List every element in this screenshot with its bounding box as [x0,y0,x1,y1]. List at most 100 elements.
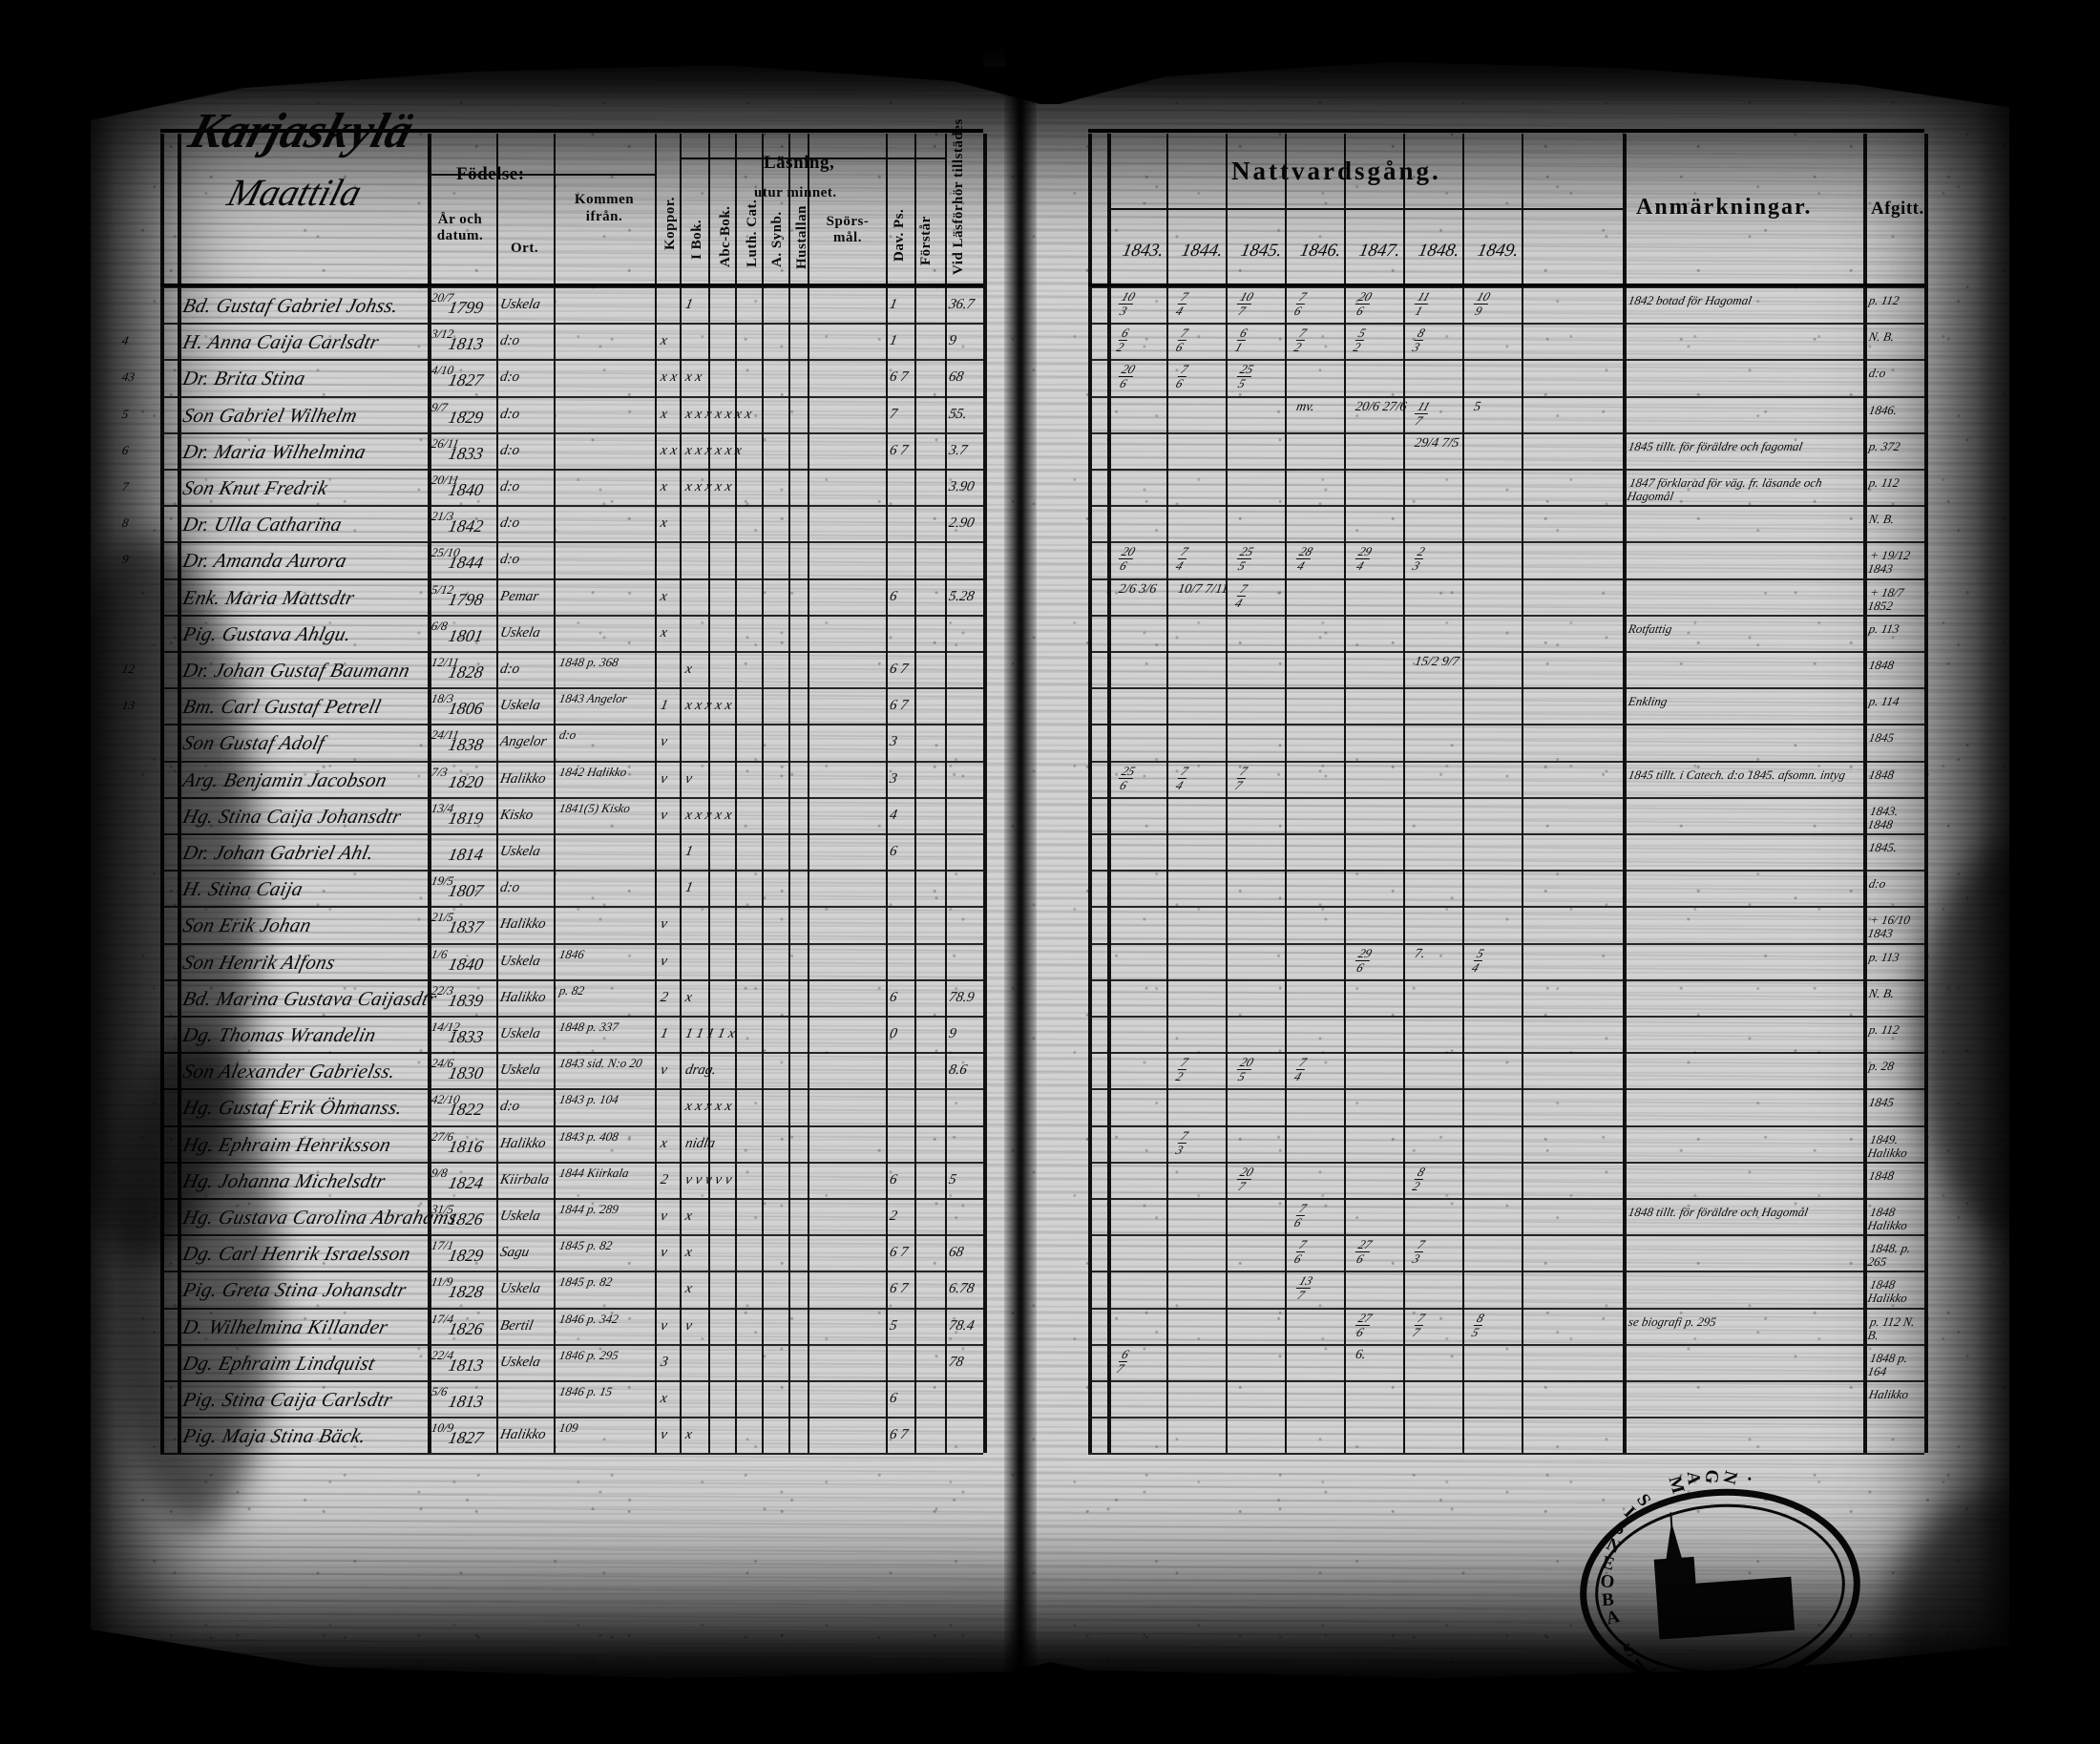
column-rule [914,134,916,1454]
row-rule [160,978,983,981]
row-birth-place: d:o [498,880,521,896]
header-bottom-rule [160,284,983,287]
row-birth-year: 1807 [447,881,486,901]
communion-year-header: 1844. [1180,241,1225,261]
row-birth-place: d:o [498,369,521,386]
header-dav-ps: Dav. Ps. [892,208,907,262]
communion-subrule [1107,208,1623,210]
column-rule [1924,134,1928,1454]
row-birth-place: Halikko [498,1135,548,1151]
column-rule [496,134,498,1454]
row-rule [160,942,983,945]
row-birth-place: Uskela [498,1062,542,1079]
row-birth-place: Bertil [498,1317,535,1334]
row-rule [1088,870,1924,872]
row-rule [1088,796,1924,799]
column-rule [428,134,431,1454]
header-vid-lasforhor: Vid Läsförhör tillstädes [951,118,966,275]
row-birth-place: Kisko [498,807,535,823]
row-tillstades: 6.78 [947,1281,976,1297]
column-rule [788,134,790,1454]
row-rule [160,541,983,544]
header-i-bok: I Bok. [689,219,704,260]
row-came-from: 1841(5) Kisko [557,800,632,815]
row-birth-day: 7/3 [430,764,450,779]
row-birth-year: 1840 [447,480,486,499]
row-rule [160,1417,983,1419]
row-birth-year: 1813 [447,1355,486,1375]
row-rule [160,906,983,909]
row-came-from: 1845 p. 82 [557,1274,614,1290]
row-birth-year: 1837 [447,917,486,937]
header-top-rule [160,129,983,133]
column-rule [983,134,987,1454]
row-rule [1088,578,1924,580]
row-birth-day: 1/6 [430,946,450,961]
row-departed: d:o [1867,366,1887,381]
right-header-top-rule [1088,129,1924,133]
row-departed: p. 372 [1867,438,1901,453]
row-birth-place: d:o [498,333,521,349]
row-birth-year: 1819 [447,808,486,828]
row-birth-day: 5/6 [430,1384,450,1398]
row-rule [1088,942,1924,945]
row-tillstades: 55. [947,406,969,422]
row-departed: 1848 [1867,1167,1896,1183]
row-rule [1088,395,1924,398]
row-rule [1088,1271,1924,1273]
row-birth-place: Uskela [498,624,542,641]
row-forstar: 6 7 [888,662,910,677]
row-birth-year: 1829 [447,1246,486,1266]
row-came-from: 1844 p. 289 [557,1202,620,1216]
row-came-from: 1844 Kiirkala [557,1165,630,1180]
farm-title: Maattila [222,171,368,214]
row-remarks: se biografi p. 295 [1627,1313,1718,1329]
header-communion-group: Nattvardsgång. [1231,157,1441,185]
row-forstar: 6 7 [888,1427,910,1443]
row-birth-place: Angelor [498,734,548,750]
row-birth-year: 1824 [447,1172,486,1192]
row-departed: + 19/12 1843 [1866,548,1912,577]
row-smallpox: x x [659,442,679,458]
row-reading-marks: x x x x x [683,479,733,494]
communion-year-header: 1847. [1357,241,1402,261]
row-departed: p. 28 [1867,1059,1896,1074]
row-rule [160,578,983,580]
row-birth-year: 1844 [447,553,486,573]
row-birth-year: 1813 [447,334,486,354]
row-rule [160,1307,983,1310]
column-rule [1226,134,1228,1454]
column-rule [1088,134,1092,1454]
row-reading-marks: 1 1 1 1 x [683,1026,737,1041]
row-rule [1088,1052,1924,1055]
row-birth-year: 1838 [447,735,486,755]
row-rule [160,1016,983,1018]
book-gutter [1004,0,1037,1744]
column-rule [554,134,556,1454]
row-rule [1088,724,1924,726]
row-departed: 1848. p. 265 [1866,1241,1912,1269]
row-rule [160,286,983,288]
row-rule [1088,469,1924,471]
row-rule [1088,1234,1924,1237]
row-forstar: 6 7 [888,1245,910,1261]
header-sporsmal: Spörs- mål. [826,214,870,246]
row-came-from: 1842 Halikko [557,764,628,779]
row-rule [1088,1453,1924,1456]
row-rule [1088,431,1924,434]
row-birth-day: 9/8 [430,1165,450,1180]
row-tillstades: 5.28 [947,588,976,604]
row-departed: 1848 p. 164 [1866,1350,1909,1378]
row-birth-place: Uskela [498,1026,542,1041]
row-birth-year: 1822 [447,1100,486,1120]
row-birth-place: d:o [498,662,521,677]
row-reading-marks: x x x x x x [683,442,744,458]
column-rule [808,134,809,1454]
row-rule [160,1343,983,1346]
row-birth-place: d:o [498,406,521,422]
row-rule [160,1380,983,1382]
column-rule [1403,134,1405,1454]
row-rule [1088,1161,1924,1164]
row-came-from: 1843 sid. N:o 20 [557,1056,644,1071]
